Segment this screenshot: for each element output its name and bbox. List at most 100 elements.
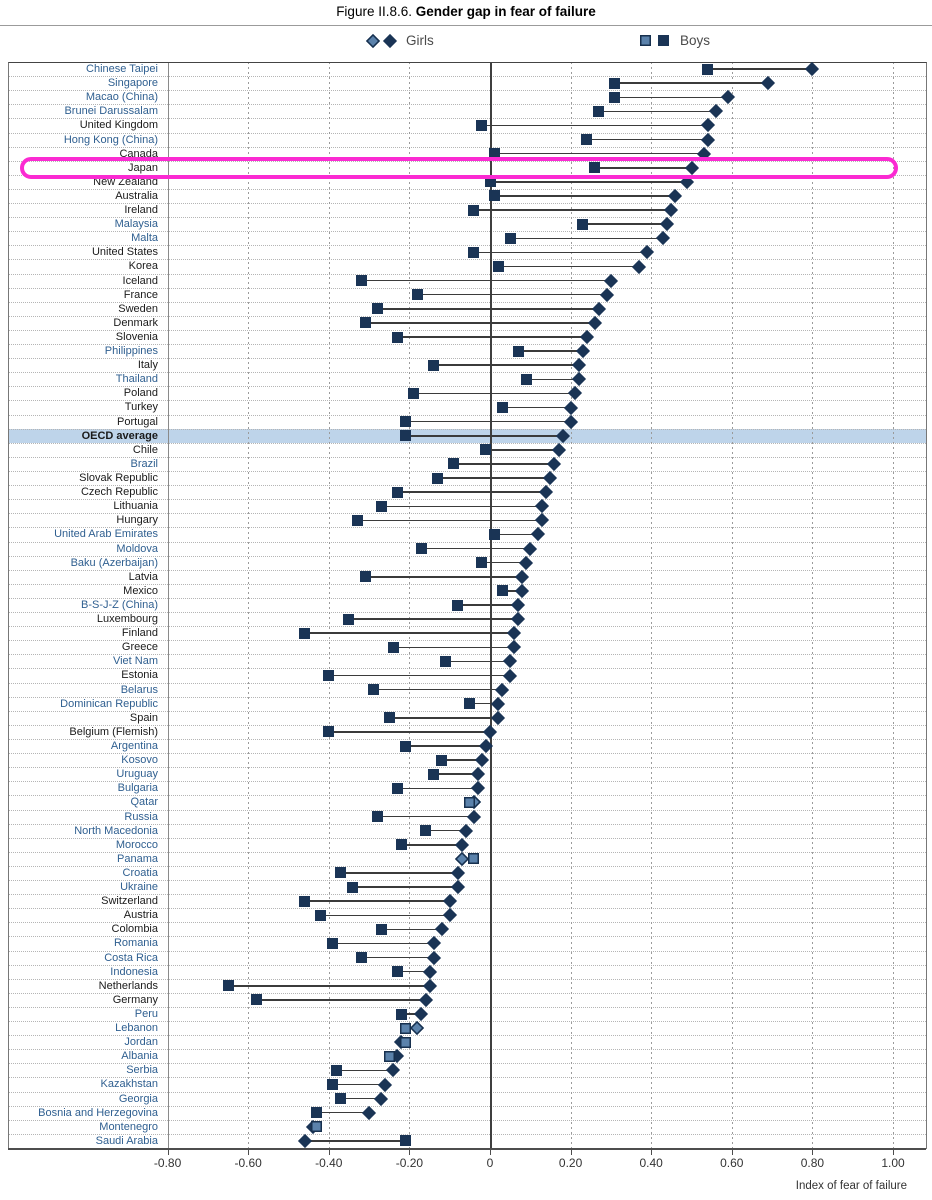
row-separator (8, 386, 926, 388)
country-label: Latvia (128, 570, 158, 583)
legend-girls-label: Girls (406, 33, 434, 48)
boys-marker (399, 1135, 411, 1147)
dumbbell-connector (393, 646, 515, 649)
boys-marker (331, 1064, 343, 1076)
dumbbell-connector (490, 181, 688, 183)
dumbbell-connector (433, 773, 478, 775)
boys-marker (484, 176, 496, 188)
boys-marker (327, 1079, 339, 1091)
dumbbell-connector (340, 1097, 382, 1100)
country-label: Morocco (115, 838, 158, 851)
row-separator (8, 203, 926, 205)
row-separator (8, 767, 926, 769)
boys-marker (702, 63, 714, 75)
axis-tick-label: 0.40 (639, 1156, 663, 1170)
boys-marker (335, 867, 347, 879)
gridline (248, 62, 250, 1148)
dumbbell-connector (413, 392, 575, 395)
country-label: Kosovo (121, 754, 158, 767)
axis-tick-label: 0.60 (720, 1156, 744, 1170)
x-axis-title: Index of fear of failure (795, 1180, 907, 1192)
country-label: Ukraine (120, 881, 158, 894)
boys-marker (420, 825, 432, 837)
dumbbell-connector (594, 167, 692, 169)
axis-tick-label: 0.20 (558, 1156, 583, 1170)
country-label: Georgia (118, 1092, 158, 1105)
country-label: Iceland (122, 274, 158, 287)
dumbbell-connector (433, 364, 579, 366)
country-label: Poland (123, 387, 158, 400)
country-label: Austria (123, 909, 158, 922)
row-separator (8, 865, 926, 867)
country-label: Philippines (104, 345, 158, 358)
row-separator (8, 710, 926, 712)
row-separator (8, 569, 926, 571)
country-label: Australia (115, 189, 158, 202)
dumbbell-connector (352, 886, 458, 888)
dumbbell-connector (340, 872, 458, 874)
dumbbell-connector (481, 561, 527, 564)
boys-marker (589, 162, 601, 174)
boys-marker (323, 726, 335, 738)
dumbbell-connector (485, 449, 559, 451)
country-label: Singapore (107, 77, 158, 90)
axis-tick (167, 1150, 169, 1155)
dumbbell-connector (494, 195, 676, 197)
country-label: Colombia (111, 923, 158, 936)
dumbbell-connector (397, 336, 587, 338)
country-label: Ireland (124, 204, 158, 217)
plot-border (8, 62, 927, 1149)
country-label: Thailand (115, 373, 158, 386)
dumbbell-connector (598, 110, 716, 113)
boys-marker (609, 77, 621, 89)
country-label: Bulgaria (117, 782, 158, 795)
country-label: Chinese Taipei (86, 63, 158, 75)
dumbbell-connector (357, 519, 543, 522)
country-label: Spain (129, 711, 158, 724)
country-label: New Zealand (93, 175, 158, 188)
dumbbell-connector (328, 674, 511, 677)
row-separator (8, 76, 926, 78)
dumbbell-connector (256, 999, 426, 1001)
boys-marker (468, 204, 480, 216)
row-separator (8, 1105, 926, 1107)
boys-light-square-icon (640, 35, 651, 46)
row-separator (8, 880, 926, 882)
country-label: Lithuania (113, 500, 158, 513)
gridline (651, 62, 653, 1148)
country-label: Finland (121, 627, 158, 640)
boys-marker (492, 261, 504, 272)
country-label: Panama (117, 852, 158, 865)
row-separator (8, 978, 926, 980)
country-label: Peru (134, 1007, 158, 1020)
figure-title: Figure II.8.6. Gender gap in fear of fai… (0, 4, 932, 19)
dumbbell-connector (332, 942, 434, 945)
row-separator (8, 90, 926, 92)
row-separator (8, 583, 926, 585)
boys-marker (375, 500, 387, 512)
row-separator (8, 809, 926, 811)
boys-marker (464, 796, 476, 808)
gridline (328, 62, 330, 1148)
country-label: Belgium (Flemish) (69, 725, 158, 738)
country-label: Argentina (110, 739, 158, 752)
row-separator (8, 640, 926, 642)
dumbbell-connector (582, 223, 668, 225)
dumbbell-connector (473, 251, 648, 254)
axis-tick-label: -0.80 (153, 1156, 182, 1170)
boys-marker (428, 768, 440, 780)
country-label: Brazil (130, 457, 158, 470)
axis-tick (409, 1150, 411, 1155)
dumbbell-connector (417, 293, 607, 296)
dumbbell-connector (304, 900, 450, 902)
row-separator (8, 414, 926, 416)
dumbbell-connector (389, 717, 499, 719)
x-axis-line (8, 1148, 926, 1150)
country-label: Turkey (124, 401, 158, 414)
axis-tick (570, 1150, 572, 1155)
row-separator (8, 301, 926, 303)
boys-marker (359, 571, 371, 583)
row-separator (8, 724, 926, 726)
boys-marker (299, 895, 311, 907)
country-label: Russia (124, 810, 158, 823)
